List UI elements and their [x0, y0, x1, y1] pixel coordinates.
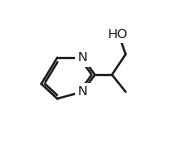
Text: N: N	[77, 85, 87, 98]
Text: HO: HO	[108, 28, 128, 41]
Text: N: N	[77, 51, 87, 64]
